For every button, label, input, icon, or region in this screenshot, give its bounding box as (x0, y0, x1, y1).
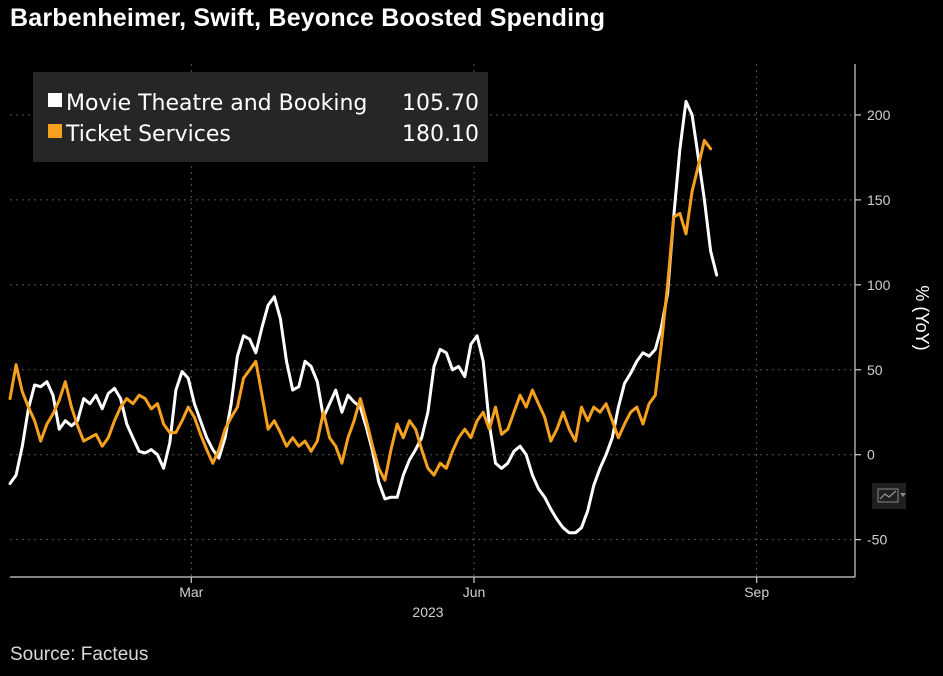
legend-value-movie: 105.70 (402, 91, 479, 116)
series-line-movie-theatre (8, 99, 719, 535)
y-axis-ticks: -50 0 50 100 150 200 (855, 107, 891, 548)
series-lines (8, 99, 719, 535)
legend-swatch-movie (48, 93, 62, 107)
y-tick-label: -50 (867, 532, 887, 548)
x-tick-label: Mar (179, 584, 203, 600)
axes (10, 64, 856, 578)
line-chart: -50 0 50 100 150 200 Mar Jun Sep 2023 % (YoY) M… (8, 64, 932, 620)
y-tick-label: 100 (867, 277, 891, 293)
legend-box (33, 72, 488, 162)
legend-value-ticket: 180.10 (402, 122, 479, 147)
source-note: Source: Facteus (10, 644, 149, 665)
y-tick-label: 0 (867, 447, 875, 463)
legend: Movie Theatre and Booking 105.70 Ticket … (33, 72, 488, 162)
x-tick-label: Sep (744, 584, 769, 600)
line-chart-icon[interactable] (872, 483, 906, 509)
x-axis-ticks: Mar Jun Sep (179, 577, 769, 600)
y-tick-label: 50 (867, 362, 883, 378)
y-tick-label: 200 (867, 107, 891, 123)
series-line-ticket-services (8, 138, 713, 482)
x-axis-year-label: 2023 (412, 604, 443, 620)
legend-label-ticket: Ticket Services (65, 122, 231, 147)
legend-swatch-ticket (48, 124, 62, 138)
y-tick-label: 150 (867, 192, 891, 208)
y-axis-label: % (YoY) (912, 285, 932, 350)
chart-title: Barbenheimer, Swift, Beyonce Boosted Spe… (10, 4, 606, 32)
legend-label-movie: Movie Theatre and Booking (66, 91, 367, 116)
x-tick-label: Jun (463, 584, 486, 600)
